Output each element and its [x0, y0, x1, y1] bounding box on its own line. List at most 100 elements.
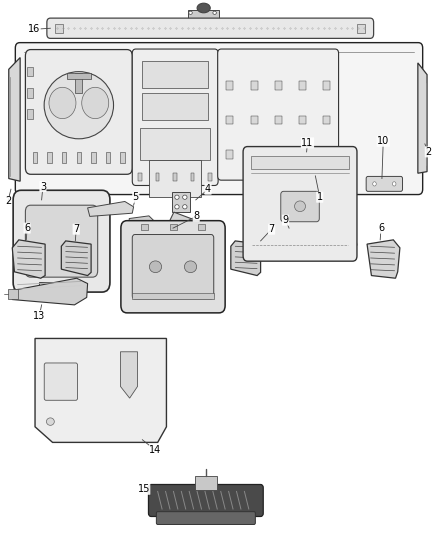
Ellipse shape [189, 11, 192, 14]
Text: 16: 16 [28, 25, 40, 34]
Text: 2: 2 [425, 147, 431, 157]
Bar [91, 152, 95, 163]
FancyBboxPatch shape [47, 18, 374, 38]
Ellipse shape [46, 418, 54, 425]
Bar [75, 73, 82, 93]
Bar [191, 173, 194, 181]
Bar [170, 224, 177, 230]
Bar [251, 116, 258, 124]
Bar [299, 116, 306, 124]
Bar [299, 150, 306, 159]
Text: 8: 8 [193, 212, 199, 221]
Polygon shape [9, 58, 20, 181]
Bar [140, 128, 210, 160]
FancyBboxPatch shape [13, 190, 110, 292]
Bar [251, 150, 258, 159]
Bar [62, 152, 67, 163]
Ellipse shape [213, 11, 216, 14]
Ellipse shape [183, 205, 187, 209]
Bar [208, 173, 212, 181]
Bar [138, 173, 142, 181]
Ellipse shape [82, 87, 109, 119]
Text: 6: 6 [378, 223, 384, 233]
Bar [142, 61, 208, 88]
Ellipse shape [49, 87, 76, 119]
Polygon shape [265, 228, 357, 256]
Bar [323, 81, 330, 90]
FancyBboxPatch shape [15, 43, 423, 195]
Ellipse shape [138, 227, 147, 242]
FancyBboxPatch shape [243, 147, 357, 261]
Ellipse shape [184, 261, 197, 272]
Bar [275, 81, 282, 90]
Bar [120, 152, 125, 163]
FancyBboxPatch shape [132, 235, 214, 299]
Polygon shape [170, 212, 202, 251]
Bar [27, 67, 33, 76]
Bar [27, 88, 33, 98]
Polygon shape [39, 282, 85, 296]
Text: 15: 15 [138, 484, 150, 494]
Ellipse shape [44, 71, 113, 139]
Polygon shape [12, 240, 45, 278]
Polygon shape [129, 216, 160, 251]
Ellipse shape [183, 195, 187, 199]
Polygon shape [61, 241, 91, 276]
Text: 7: 7 [73, 224, 79, 234]
Bar [33, 152, 37, 163]
Bar [132, 293, 214, 299]
Bar [106, 152, 110, 163]
Text: 10: 10 [377, 136, 389, 146]
Bar [275, 150, 282, 159]
Bar [275, 116, 282, 124]
Bar [251, 156, 349, 169]
Text: 13: 13 [33, 311, 46, 320]
Bar [47, 152, 52, 163]
Polygon shape [231, 241, 261, 276]
Text: 2: 2 [5, 197, 11, 206]
FancyBboxPatch shape [25, 50, 132, 174]
Bar [198, 224, 205, 230]
FancyBboxPatch shape [132, 49, 218, 185]
Bar [77, 152, 81, 163]
Ellipse shape [175, 205, 179, 209]
FancyBboxPatch shape [366, 176, 403, 191]
Text: 6: 6 [24, 223, 30, 233]
Text: 5: 5 [133, 192, 139, 202]
Bar [156, 173, 159, 181]
Ellipse shape [149, 261, 162, 272]
Text: 9: 9 [283, 215, 289, 225]
Bar [226, 81, 233, 90]
Text: 7: 7 [268, 224, 275, 234]
Ellipse shape [142, 231, 147, 238]
FancyBboxPatch shape [156, 512, 255, 524]
Polygon shape [367, 240, 400, 278]
Bar [141, 224, 148, 230]
Polygon shape [12, 278, 88, 305]
Ellipse shape [183, 226, 191, 238]
Text: 11: 11 [301, 138, 314, 148]
Bar [195, 476, 217, 490]
Bar [27, 109, 33, 119]
Ellipse shape [197, 3, 210, 13]
Bar [173, 173, 177, 181]
FancyBboxPatch shape [148, 484, 263, 516]
Ellipse shape [392, 182, 396, 186]
Bar [8, 289, 18, 299]
Polygon shape [88, 201, 134, 216]
Bar [142, 93, 208, 120]
Bar [188, 10, 219, 30]
FancyBboxPatch shape [44, 363, 78, 400]
Bar [149, 160, 201, 197]
Text: 1: 1 [317, 192, 323, 202]
Bar [172, 192, 190, 212]
Bar [323, 150, 330, 159]
Bar [357, 24, 365, 33]
Bar [55, 24, 63, 33]
Text: 4: 4 [205, 184, 211, 194]
Bar [67, 73, 91, 79]
Bar [226, 116, 233, 124]
Text: 14: 14 [149, 446, 162, 455]
FancyBboxPatch shape [281, 191, 319, 222]
Bar [226, 150, 233, 159]
